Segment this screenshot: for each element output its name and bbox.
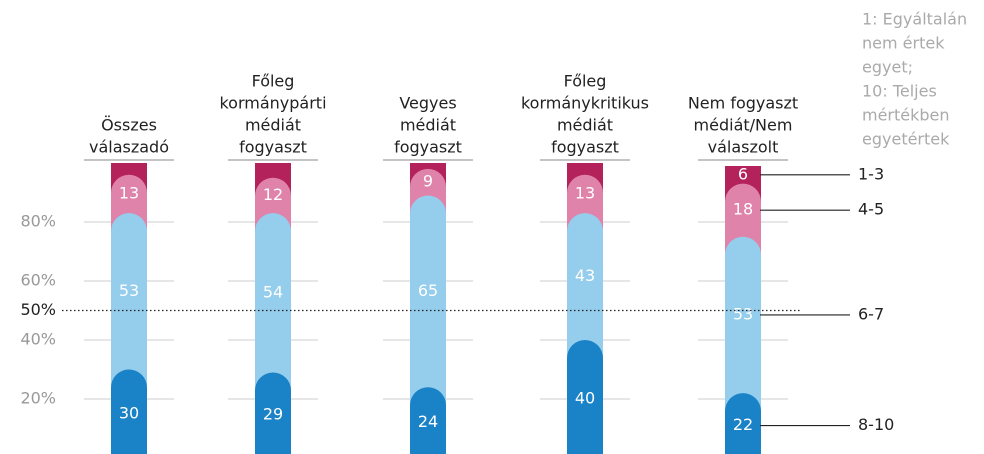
- note: 10: Teljes: [862, 82, 937, 101]
- value-label: 54: [263, 282, 283, 301]
- note: egyet;: [862, 58, 913, 77]
- category-label: kormánypárti: [219, 94, 326, 113]
- note: mértékben: [862, 106, 950, 125]
- category-label: kormánykritikus: [521, 94, 649, 113]
- bar-segment: [725, 183, 761, 255]
- category-label: médiát: [245, 116, 301, 135]
- legend-label: 6-7: [858, 304, 884, 323]
- category-label: médiát: [400, 116, 456, 135]
- note: 1: Egyáltalán: [862, 10, 967, 29]
- value-label: 6: [738, 164, 748, 183]
- bar-segment: [567, 340, 603, 454]
- category-label: médiát: [557, 116, 613, 135]
- note: nem értek: [862, 34, 945, 53]
- y-tick-label: 20%: [20, 389, 56, 408]
- reference-label: 50%: [20, 300, 56, 319]
- note: egyetértek: [862, 130, 950, 149]
- value-label: 13: [575, 183, 595, 202]
- bar-segment: [255, 372, 291, 454]
- legend-label: 1-3: [858, 164, 884, 183]
- y-tick-label: 40%: [20, 330, 56, 349]
- value-label: 29: [263, 405, 283, 424]
- bar-segment: [111, 213, 147, 388]
- value-label: 65: [418, 281, 438, 300]
- value-label: 43: [575, 266, 595, 285]
- bar-segment: [410, 387, 446, 454]
- value-label: 53: [119, 281, 139, 300]
- y-tick-label: 60%: [20, 271, 56, 290]
- bar-segment: [725, 393, 761, 454]
- value-label: 30: [119, 403, 139, 422]
- category-label: Nem fogyaszt: [688, 94, 798, 113]
- category-label: fogyaszt: [551, 138, 619, 157]
- bar-segment: [725, 236, 761, 412]
- category-label: médiát/Nem: [694, 116, 793, 135]
- category-label: Összes: [101, 116, 157, 135]
- value-label: 53: [733, 304, 753, 323]
- y-tick-label: 80%: [20, 212, 56, 231]
- bar-segment: [111, 369, 147, 454]
- value-label: 24: [418, 412, 438, 431]
- value-label: 40: [575, 389, 595, 408]
- value-label: 13: [119, 183, 139, 202]
- category-label: Főleg: [252, 72, 295, 91]
- value-label: 12: [263, 185, 283, 204]
- value-label: 18: [733, 200, 753, 219]
- value-label: 22: [733, 415, 753, 434]
- bar-segment: [410, 195, 446, 406]
- category-label: válaszolt: [708, 138, 779, 157]
- category-label: Főleg: [564, 72, 607, 91]
- legend-label: 4-5: [858, 200, 884, 219]
- bar-segment: [255, 213, 291, 391]
- category-label: fogyaszt: [394, 138, 462, 157]
- bar-segment: [567, 213, 603, 358]
- legend-label: 8-10: [858, 415, 894, 434]
- category-label: válaszadó: [89, 138, 169, 157]
- value-label: 9: [423, 172, 433, 191]
- category-label: fogyaszt: [239, 138, 307, 157]
- category-label: Vegyes: [399, 94, 456, 113]
